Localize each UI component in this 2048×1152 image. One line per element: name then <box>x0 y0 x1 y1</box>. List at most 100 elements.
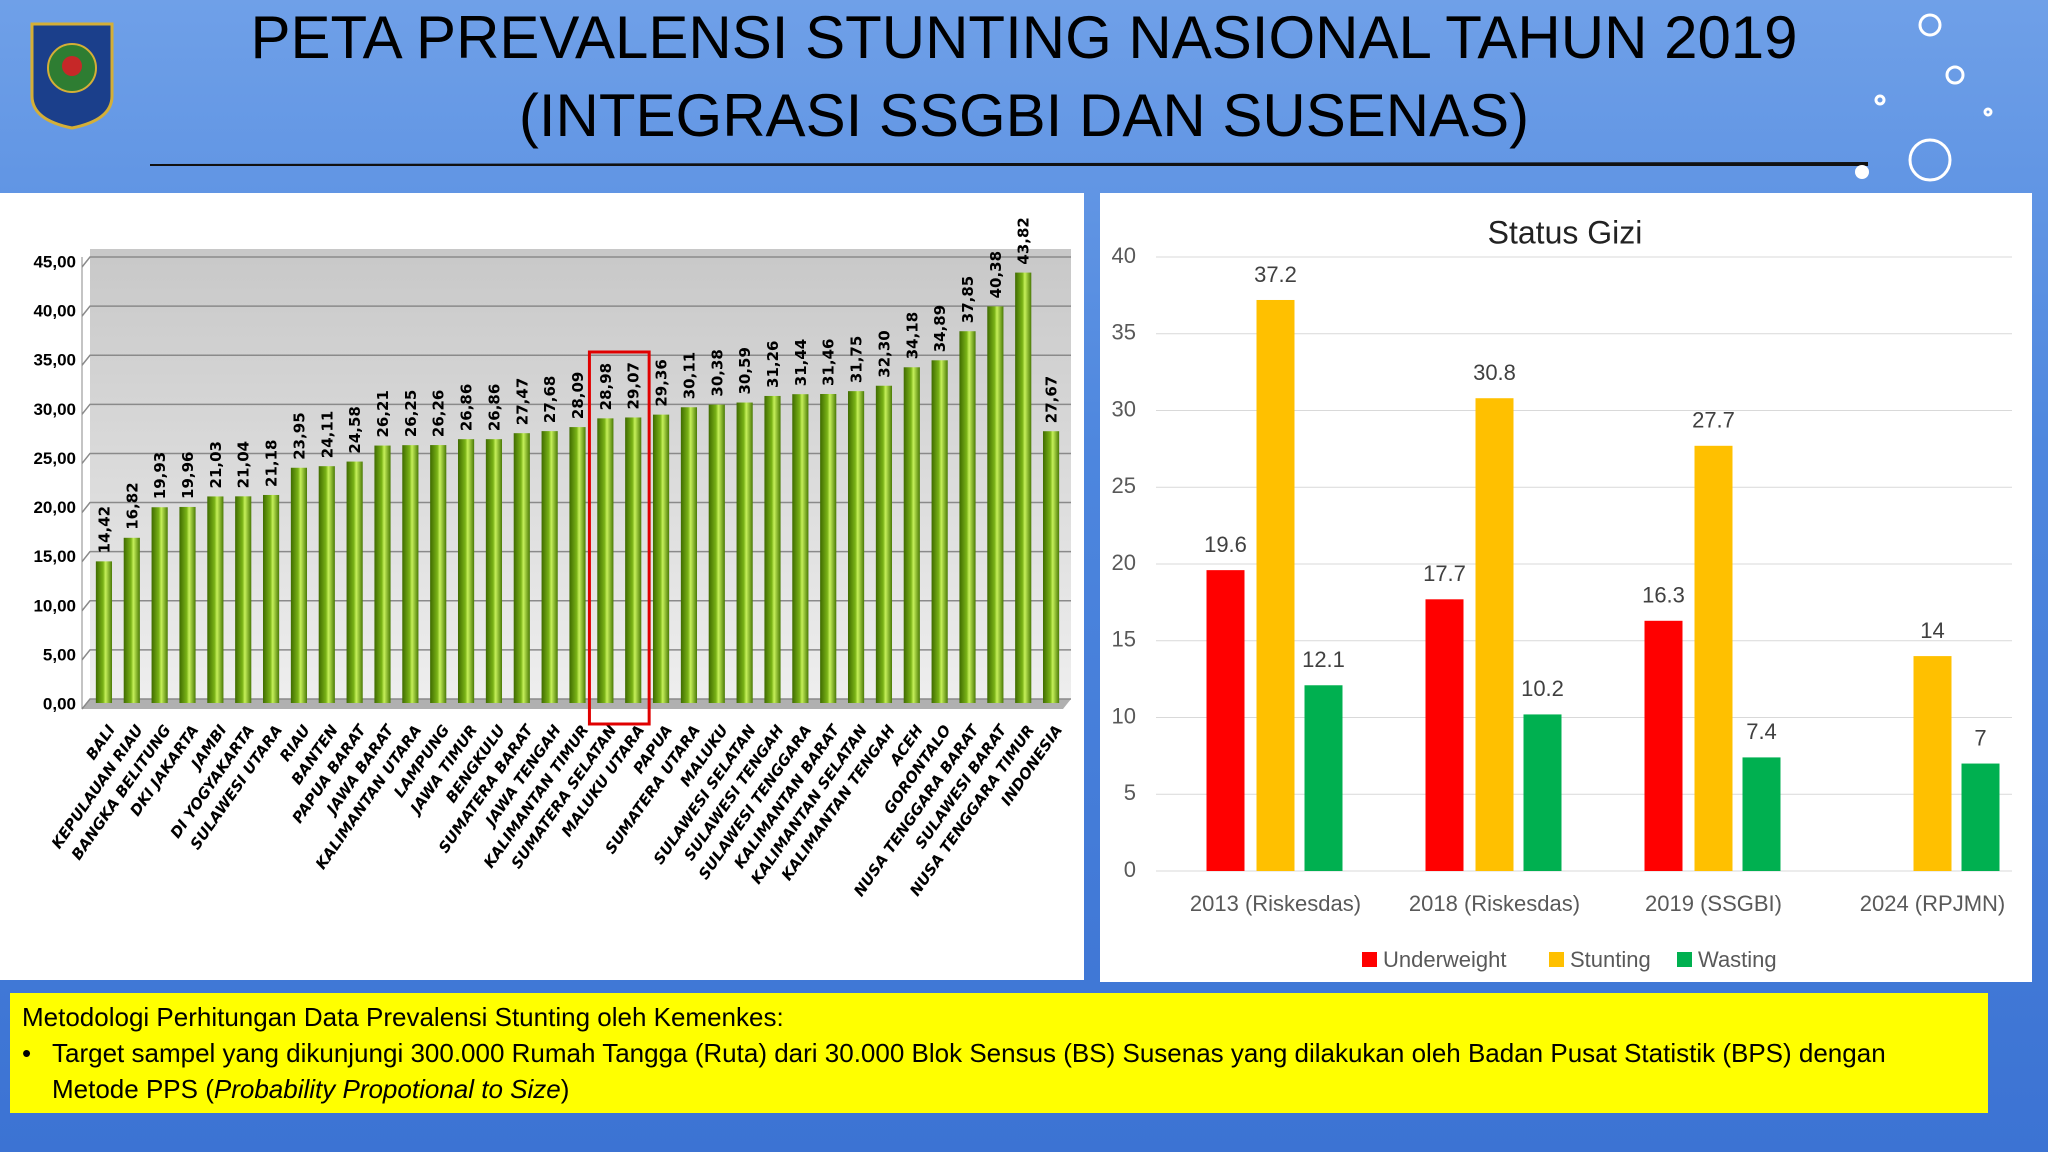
bar <box>597 418 614 703</box>
value-label: 29,36 <box>653 359 671 406</box>
legend-label: Wasting <box>1698 947 1777 972</box>
bar <box>736 402 753 703</box>
bar <box>903 367 920 703</box>
bar <box>931 360 948 703</box>
legend-swatch <box>1549 952 1564 967</box>
value-label: 27.7 <box>1692 408 1735 433</box>
y-tick-label: 25 <box>1112 473 1136 498</box>
bar <box>402 445 419 703</box>
value-label: 28,98 <box>597 363 615 410</box>
logo <box>30 22 114 130</box>
legend-label: Stunting <box>1570 947 1651 972</box>
y-tick-label: 10 <box>1112 703 1136 728</box>
value-label: 28,09 <box>569 372 587 419</box>
x-tick-label: 2019 (SSGBI) <box>1645 891 1782 916</box>
value-label: 10.2 <box>1521 676 1564 701</box>
bar <box>513 433 530 703</box>
legend-label: Underweight <box>1383 947 1507 972</box>
value-label: 30,38 <box>708 349 726 396</box>
bar <box>875 385 893 703</box>
value-label: 27,68 <box>541 376 559 423</box>
bar <box>95 561 113 703</box>
value-label: 19,96 <box>179 451 197 498</box>
right-panel <box>1100 193 2032 982</box>
value-label: 21,04 <box>235 441 253 488</box>
value-label: 24,58 <box>346 406 364 453</box>
bar <box>179 506 196 703</box>
x-tick-label: 2018 (Riskesdas) <box>1409 891 1580 916</box>
bar <box>680 407 698 703</box>
y-tick-label: 0,00 <box>43 694 76 713</box>
bar <box>820 393 837 703</box>
value-label: 31,26 <box>764 341 782 388</box>
bar <box>1961 763 2000 871</box>
value-label: 40,38 <box>987 251 1005 298</box>
value-label: 26,21 <box>374 390 392 437</box>
grid-line <box>81 305 1071 317</box>
value-label: 23,95 <box>290 412 308 459</box>
value-label: 26,86 <box>485 384 503 431</box>
bar <box>374 445 391 703</box>
bullet-text: Target sampel yang dikunjungi 300.000 Ru… <box>52 1038 1886 1104</box>
value-label: 21,03 <box>207 441 225 488</box>
bar <box>987 306 1004 703</box>
value-label: 7 <box>1974 725 1986 750</box>
y-tick-label: 5 <box>1124 780 1136 805</box>
title: (INTEGRASI SSGBI DAN SUSENAS) <box>519 82 1529 149</box>
value-label: 37.2 <box>1254 262 1297 287</box>
bullet-italic: Probability Propotional to Size <box>213 1074 561 1104</box>
value-label: 14,42 <box>95 506 113 553</box>
y-tick-label: 30,00 <box>33 400 76 419</box>
bullet-end: ) <box>560 1074 570 1104</box>
bar <box>1742 757 1781 871</box>
bar <box>959 331 976 703</box>
bar <box>1256 299 1295 872</box>
value-label: 32,30 <box>875 330 893 377</box>
bar <box>1694 445 1733 871</box>
highlight-box <box>587 350 651 726</box>
value-label: 37,85 <box>959 276 977 323</box>
value-label: 27,67 <box>1043 376 1061 423</box>
bar <box>764 395 781 703</box>
bar <box>1304 685 1343 871</box>
value-label: 12.1 <box>1302 647 1345 672</box>
bar <box>1206 570 1245 871</box>
value-label: 24,11 <box>318 411 336 458</box>
value-label: 26,26 <box>430 390 448 437</box>
value-label: 31,46 <box>820 339 838 386</box>
value-label: 19,93 <box>151 452 169 499</box>
chart-title: Status Gizi <box>1488 214 1643 250</box>
bar <box>151 507 168 703</box>
bar <box>262 494 280 703</box>
grid-line <box>81 256 1071 268</box>
method-box: Metodologi Perhitungan Data Prevalensi S… <box>10 993 1988 1113</box>
y-tick-label: 0 <box>1124 857 1136 882</box>
bar <box>1644 620 1683 871</box>
bar <box>569 427 586 703</box>
value-label: 7.4 <box>1746 719 1777 744</box>
x-tick-label: 2024 (RPJMN) <box>1860 891 2005 916</box>
value-label: 26,25 <box>402 390 420 437</box>
bubble <box>1855 165 1869 179</box>
bar <box>541 431 558 703</box>
bar <box>1425 599 1464 871</box>
bar <box>123 537 140 703</box>
y-tick-label: 25,00 <box>33 449 76 468</box>
y-tick-label: 20 <box>1112 550 1136 575</box>
x-tick-label: 2013 (Riskesdas) <box>1190 891 1361 916</box>
value-label: 34,89 <box>931 305 949 352</box>
legend-swatch <box>1677 952 1692 967</box>
bar <box>847 391 865 703</box>
value-label: 30,11 <box>680 352 698 399</box>
value-label: 31,75 <box>848 336 866 383</box>
bar <box>652 414 670 703</box>
value-label: 26,86 <box>458 384 476 431</box>
bar <box>290 467 308 703</box>
method-bullet: • Target sampel yang dikunjungi 300.000 R… <box>22 1038 1886 1104</box>
value-label: 43,82 <box>1015 217 1033 264</box>
value-label: 29,07 <box>625 362 643 409</box>
bar <box>625 417 642 703</box>
method-heading: Metodologi Perhitungan Data Prevalensi S… <box>22 1002 784 1032</box>
y-tick-label: 5,00 <box>43 645 76 664</box>
